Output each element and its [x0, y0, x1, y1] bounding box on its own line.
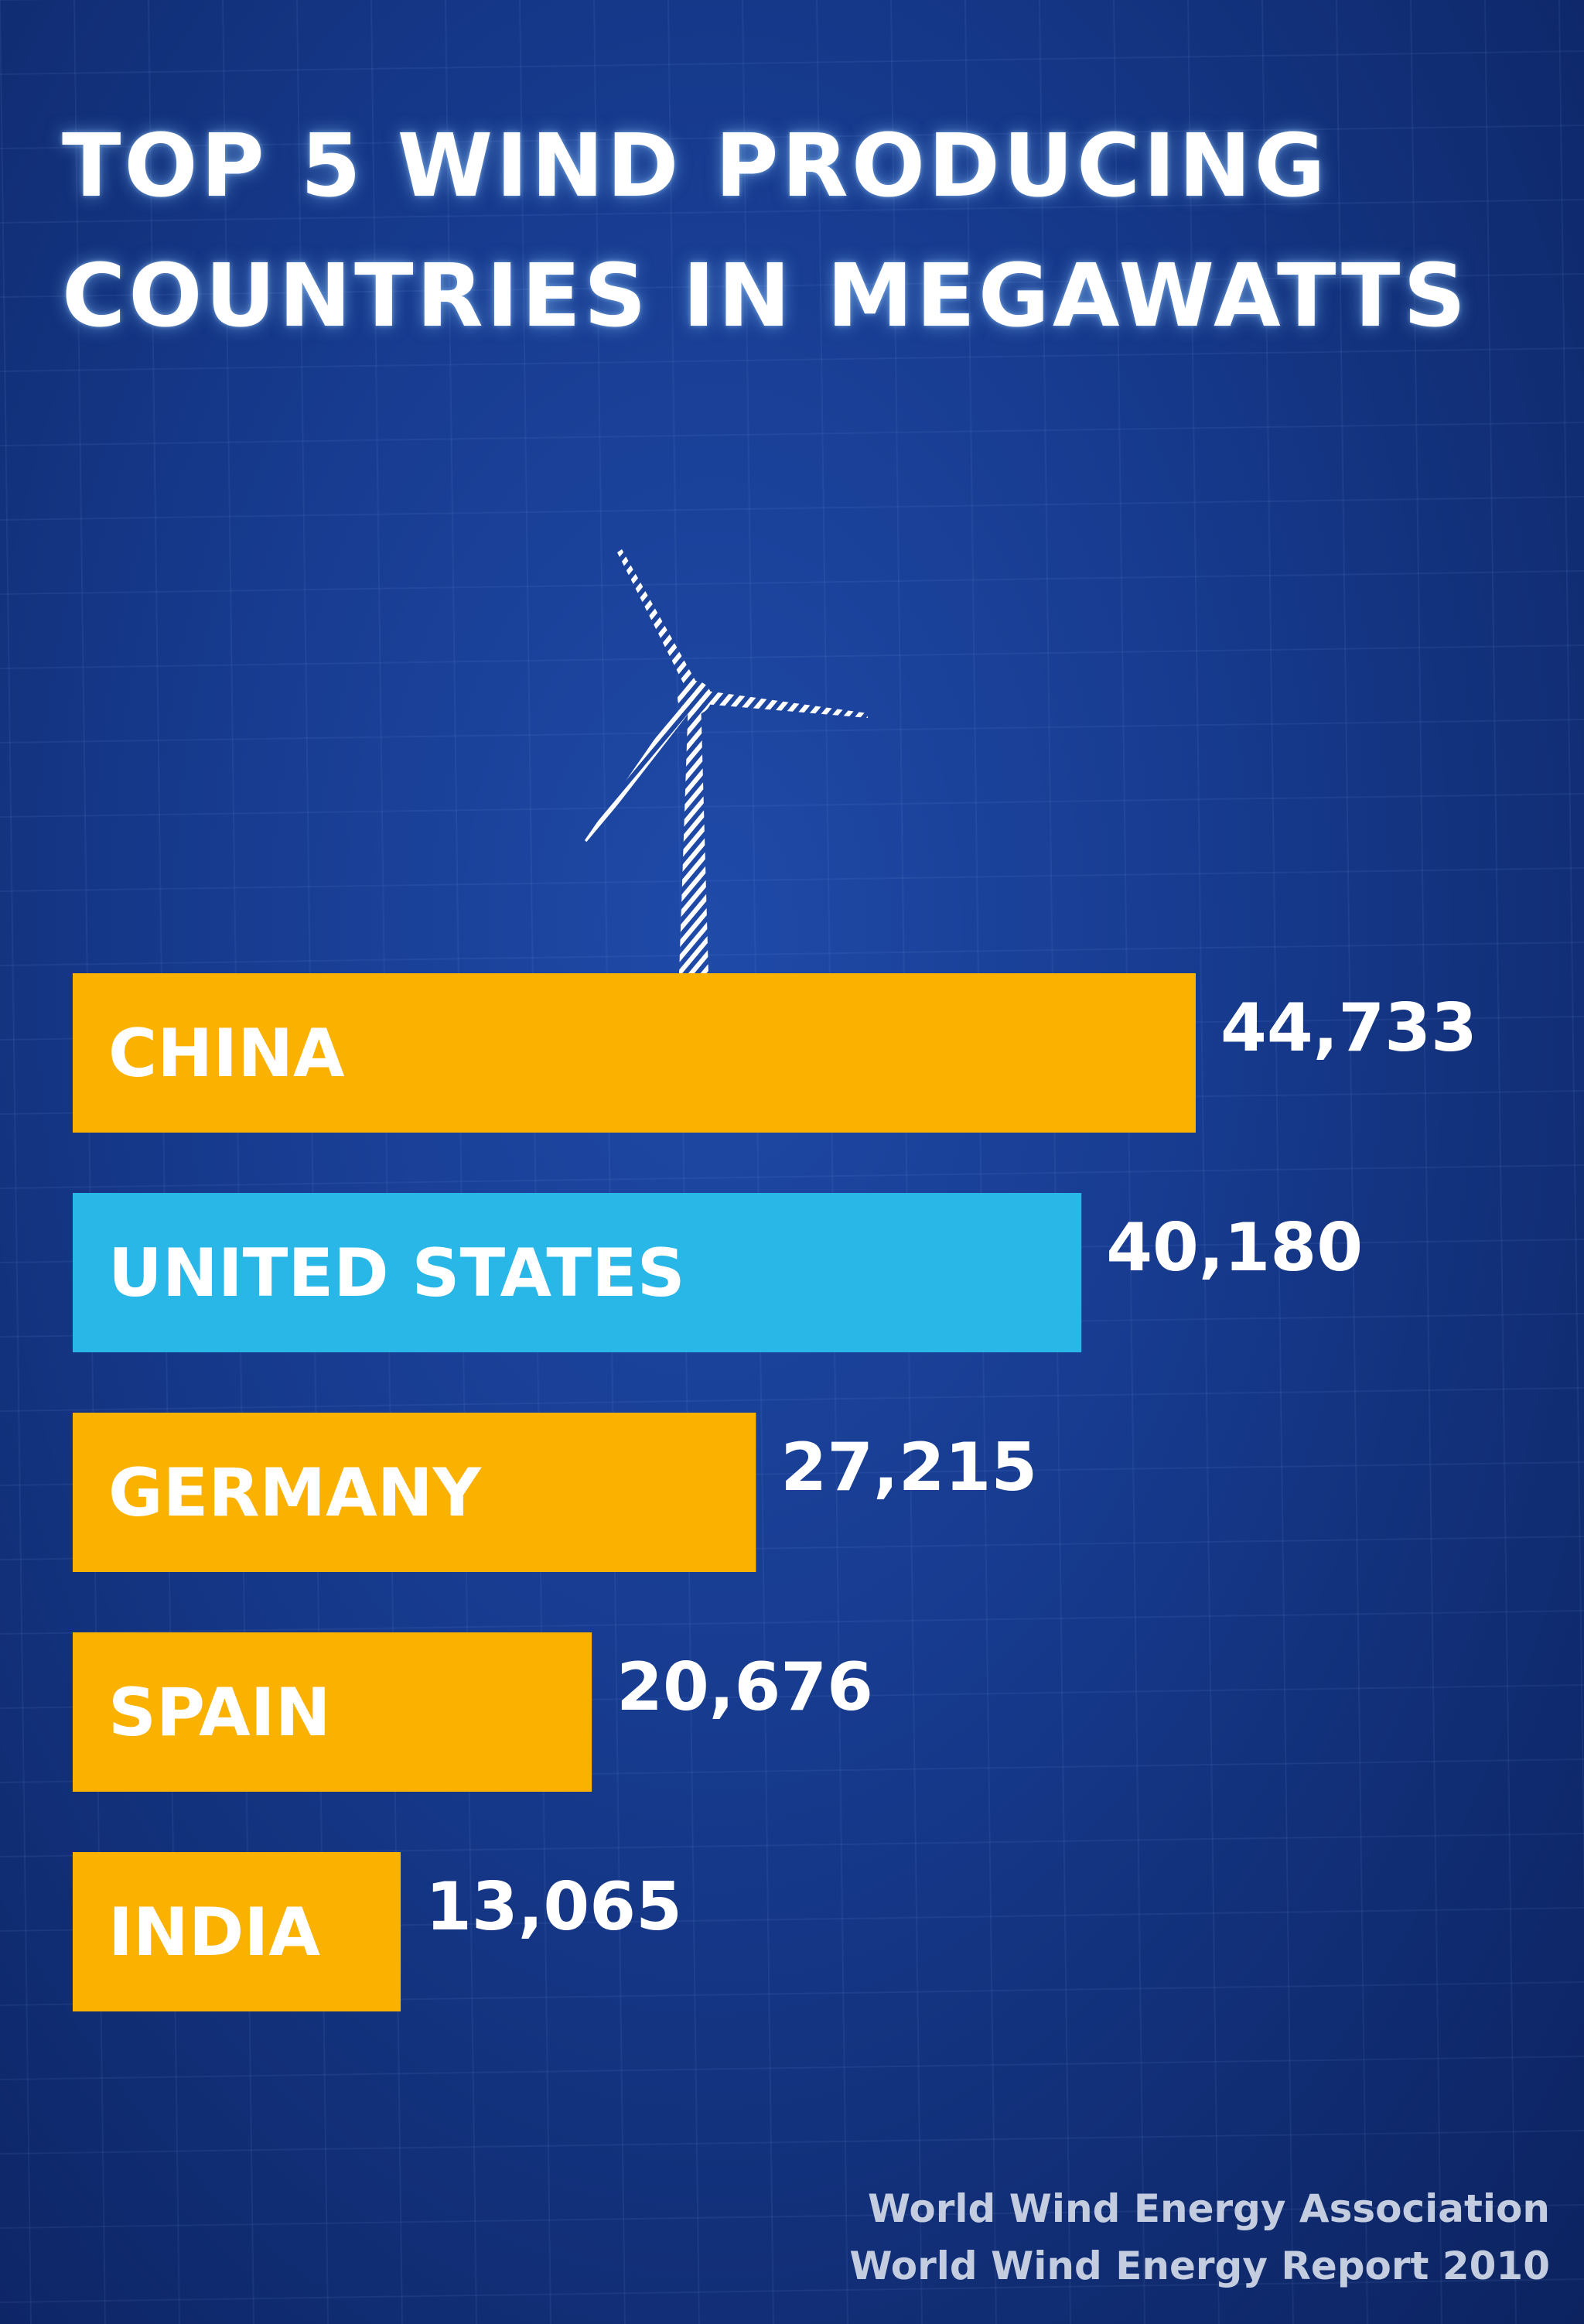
source-line-1: World Wind Energy Association — [868, 2186, 1550, 2231]
bar-india — [73, 1852, 401, 2011]
bar-china — [73, 973, 1196, 1133]
value-label: 44,733 — [1220, 989, 1477, 1067]
value-label: 40,180 — [1106, 1209, 1363, 1287]
value-label: 13,065 — [425, 1868, 682, 1946]
chart-title-line-2: COUNTRIES IN MEGAWATTS — [62, 246, 1470, 347]
category-label: SPAIN — [108, 1674, 331, 1752]
source-line-2: World Wind Energy Report 2010 — [849, 2244, 1550, 2288]
category-label: CHINA — [108, 1015, 345, 1092]
category-label: INDIA — [108, 1894, 320, 1971]
chart-title-line-1: TOP 5 WIND PRODUCING — [62, 116, 1329, 217]
value-label: 27,215 — [780, 1429, 1037, 1506]
bar-united-states — [73, 1193, 1082, 1352]
category-label: UNITED STATES — [108, 1235, 685, 1312]
value-label: 20,676 — [616, 1649, 873, 1726]
category-label: GERMANY — [108, 1454, 483, 1532]
wind-turbine-icon — [585, 549, 868, 975]
bar-germany — [73, 1413, 756, 1572]
bar-spain — [73, 1632, 592, 1792]
